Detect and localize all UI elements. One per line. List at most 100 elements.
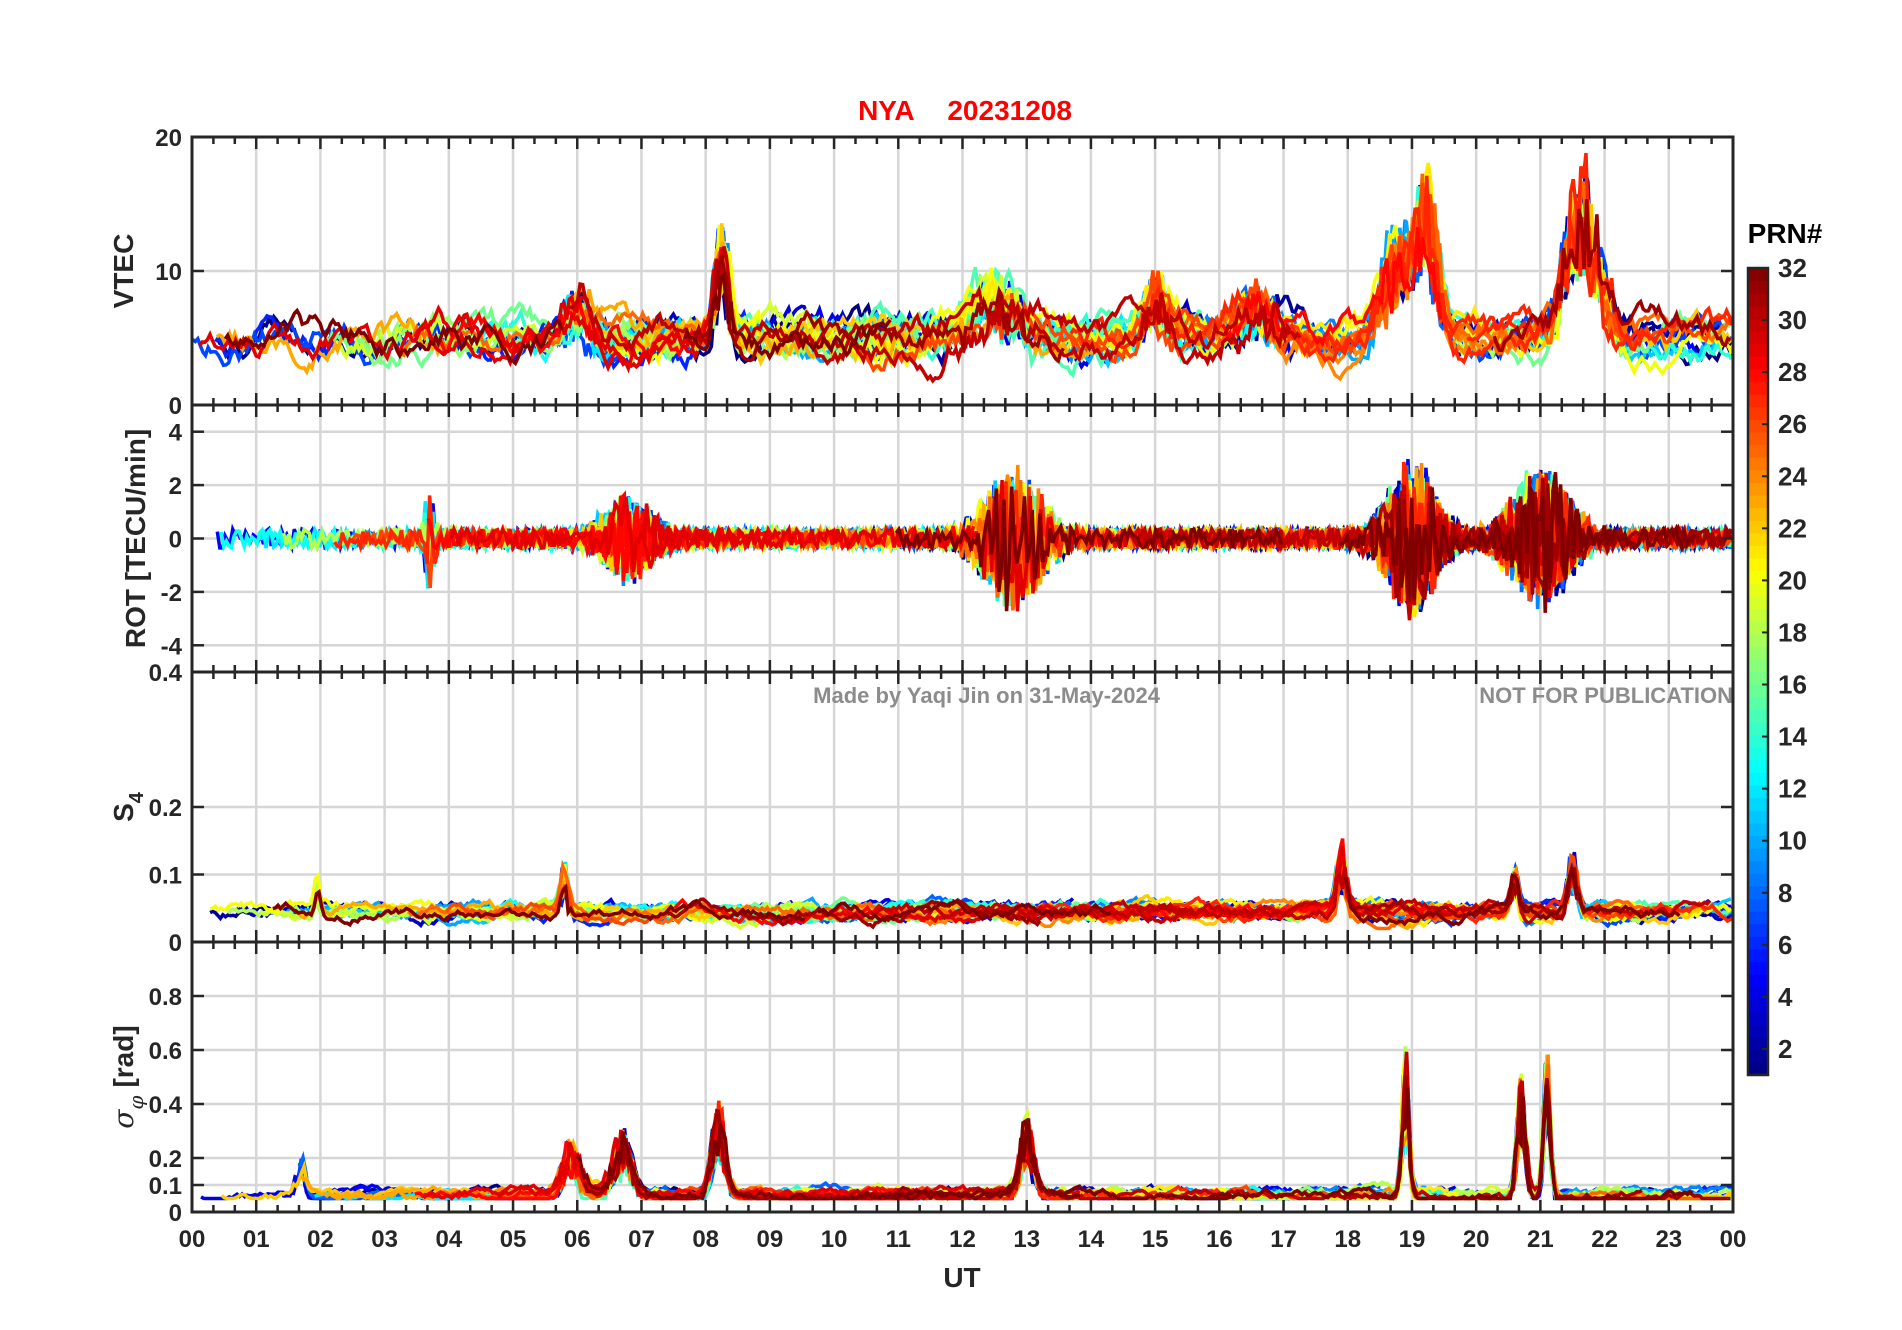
trace-prn-6 [1436,1063,1733,1201]
y-tick-label: 0.8 [149,984,182,1011]
trace-prn-31 [1492,199,1732,353]
trace-prn-18 [1260,1046,1732,1201]
x-tick-label: 03 [371,1226,398,1253]
colorbar-swatch [1748,331,1768,345]
trace-prn-32 [894,486,1284,612]
colorbar-label: PRN# [1748,218,1823,249]
trace-prn-4 [993,1084,1459,1201]
colorbar-tick-label: 8 [1778,878,1792,908]
x-tick-label: 19 [1399,1226,1426,1253]
y-tick-label: 2 [169,473,182,500]
colorbar-swatch [1748,999,1768,1013]
y-tick-label: 0 [169,393,182,420]
colorbar-tick-label: 18 [1778,617,1807,647]
colorbar-tick-label: 22 [1778,513,1807,543]
colorbar-swatch [1748,293,1768,307]
y-axis-label-s4: S4 [108,791,148,822]
colorbar-swatch [1748,835,1768,849]
colorbar-swatch [1748,923,1768,937]
x-tick-label: 12 [949,1226,976,1253]
trace-prn-32 [223,307,564,367]
y-tick-label: 0.4 [149,1092,183,1119]
colorbar-swatch [1748,494,1768,509]
s4-traces [209,838,1733,931]
trace-prn-16 [1442,1063,1731,1201]
panel-vtec: 0 10 20 VTEC [108,125,1735,420]
colorbar-swatch [1748,1037,1768,1051]
colorbar-swatch [1748,646,1768,660]
trace-prn-31 [1328,1075,1643,1201]
colorbar-swatch [1748,343,1768,357]
colorbar-tick-label: 10 [1778,826,1807,856]
x-tick-label: 05 [500,1226,527,1253]
colorbar-swatch [1748,974,1768,988]
colorbar-tick-label: 30 [1778,305,1807,335]
colorbar-swatch [1748,431,1768,446]
colorbar-swatch [1748,532,1768,547]
colorbar-swatch [1748,356,1768,370]
title-date: 20231208 [947,95,1072,126]
x-tick-label: 17 [1270,1226,1297,1253]
colorbar-swatch [1748,507,1768,521]
colorbar-tick-label: 20 [1778,565,1807,595]
colorbar-swatch [1748,911,1768,925]
colorbar-swatch [1748,394,1768,408]
colorbar-swatch [1748,318,1768,332]
colorbar-swatch [1748,583,1768,597]
y-tick-label: 4 [169,420,183,447]
colorbar-swatch [1748,936,1768,950]
colorbar-tick-label: 4 [1778,982,1793,1012]
trace-prn-31 [666,897,1042,930]
y-tick-label: 10 [155,259,182,286]
x-tick-label: 00 [179,1226,206,1253]
colorbar-tick-label: 32 [1778,253,1807,283]
x-tick-label: 16 [1206,1226,1233,1253]
colorbar-swatch [1748,671,1768,685]
colorbar-swatch [1748,810,1768,824]
colorbar-swatch [1748,268,1768,282]
trace-prn-32 [272,883,805,928]
colorbar-tick-label: 16 [1778,670,1807,700]
trace-prn-32 [817,899,1112,923]
colorbar-swatch [1748,860,1768,874]
sigphi-traces [200,1046,1733,1202]
colorbar-swatch [1748,658,1768,673]
y-tick-label: 0.4 [149,660,183,687]
colorbar-swatch [1748,822,1768,837]
colorbar-swatch [1748,406,1768,420]
y-tick-label: 0.1 [149,863,182,890]
colorbar-swatch [1748,721,1768,736]
colorbar-swatch [1748,608,1768,622]
colorbar-swatch [1748,734,1768,748]
trace-prn-30 [789,284,1302,367]
trace-prn-32 [1183,1084,1694,1201]
x-tick-label: 04 [435,1226,462,1253]
colorbar-tick-label: 12 [1778,774,1807,804]
colorbar-swatch [1748,1011,1768,1026]
colorbar-swatch [1748,1062,1768,1076]
rot-traces [215,459,1733,621]
x-tick-label: 10 [821,1226,848,1253]
x-tick-label: 11 [886,1226,911,1253]
x-tick-label: 21 [1527,1226,1554,1253]
x-tick-label: 13 [1013,1226,1040,1253]
colorbar-swatch [1748,545,1768,559]
colorbar-tick-label: 2 [1778,1034,1792,1064]
trace-prn-31 [692,254,1065,364]
colorbar-tick-label: 6 [1778,930,1792,960]
x-tick-labels: 00 01 02 03 04 05 06 07 08 09 10 11 12 13 14 15 16 17 18 19… [179,1226,1747,1253]
colorbar-swatch [1748,986,1768,1000]
y-axis-label-rot: ROT [TECU/min] [120,429,151,648]
y-axis-label-vtec: VTEC [108,234,139,309]
watermark-notice: NOT FOR PUBLICATION [1479,683,1733,708]
x-tick-label: 00 [1720,1226,1747,1253]
x-tick-label: 02 [307,1226,334,1253]
vtec-traces [192,152,1733,384]
panel-rot: -4 -2 0 2 4 ROT [TECU/min] [120,403,1735,674]
colorbar-swatch [1748,898,1768,912]
watermark-author: Made by Yaqi Jin on 31-May-2024 [813,683,1161,708]
colorbar-swatch [1748,709,1768,723]
